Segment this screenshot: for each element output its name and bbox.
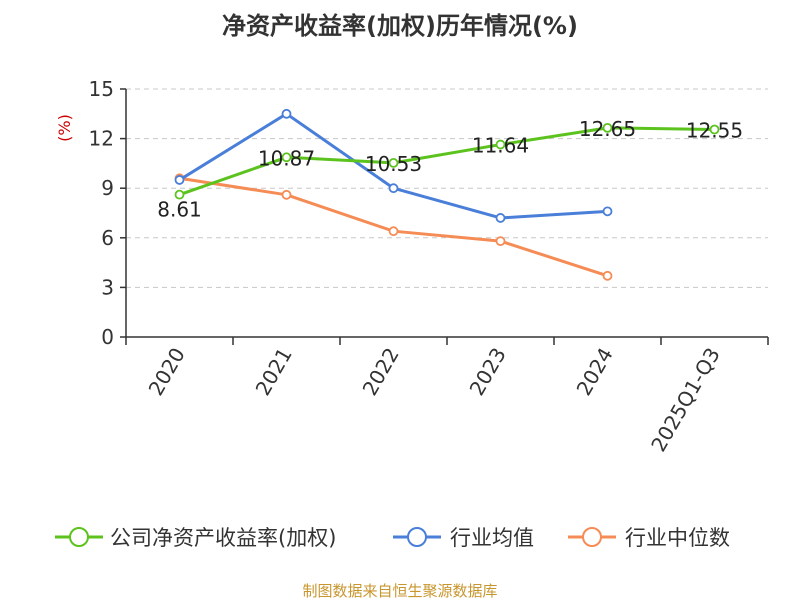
data-point <box>495 236 506 247</box>
y-tick-label: 12 <box>89 127 114 151</box>
source-note: 制图数据来自恒生聚源数据库 <box>302 582 497 600</box>
data-point <box>495 213 506 223</box>
series-group <box>174 108 720 281</box>
axes <box>120 88 769 345</box>
y-axis-label: (%) <box>55 114 74 142</box>
data-point <box>281 152 292 163</box>
y-tick-label: 15 <box>89 77 114 101</box>
y-ticks: 0 3 6 9 12 15 <box>89 77 114 349</box>
series-line-0 <box>179 126 715 197</box>
data-point <box>174 189 185 200</box>
legend-label: 公司净资产收益率(加权) <box>110 526 336 550</box>
data-point <box>388 183 399 194</box>
data-point <box>709 124 720 135</box>
x-tick-label: 2024 <box>572 344 618 400</box>
legend: 公司净资产收益率(加权) 行业均值 行业中位数 <box>55 526 730 550</box>
data-point <box>495 139 506 150</box>
legend-label: 行业中位数 <box>625 526 730 550</box>
y-tick-label: 6 <box>101 226 114 250</box>
legend-marker <box>407 527 427 547</box>
data-point <box>602 206 613 217</box>
legend-marker <box>582 527 602 547</box>
x-tick-label: 2020 <box>144 344 190 400</box>
chart-title: 净资产收益率(加权)历年情况(%) <box>222 12 578 40</box>
data-point <box>281 189 292 200</box>
x-tick-label: 2025Q1-Q3 <box>646 344 725 456</box>
grid-lines <box>126 88 768 288</box>
data-labels: 8.61 10.87 10.53 11.64 12.65 12.55 <box>157 117 743 222</box>
x-tick-label: 2023 <box>465 344 511 400</box>
x-ticks: 2020 2021 2022 2023 2024 2025Q1-Q3 <box>144 344 725 456</box>
x-tick-label: 2021 <box>251 344 297 400</box>
data-label: 12.55 <box>686 119 743 143</box>
data-label: 10.53 <box>365 152 422 176</box>
data-point <box>388 226 399 237</box>
y-tick-label: 0 <box>101 325 114 349</box>
y-tick-label: 9 <box>101 176 114 200</box>
data-label: 10.87 <box>258 146 315 170</box>
y-tick-label: 3 <box>101 275 114 299</box>
x-tick-label: 2022 <box>358 344 404 400</box>
data-label: 12.65 <box>579 117 636 141</box>
data-label: 8.61 <box>157 198 202 222</box>
legend-marker <box>69 527 89 547</box>
data-label: 11.64 <box>472 134 529 158</box>
data-point <box>174 175 185 185</box>
data-point <box>281 108 292 119</box>
data-point <box>388 158 399 168</box>
data-point <box>602 122 613 133</box>
legend-label: 行业均值 <box>450 526 534 550</box>
data-point <box>602 270 613 281</box>
